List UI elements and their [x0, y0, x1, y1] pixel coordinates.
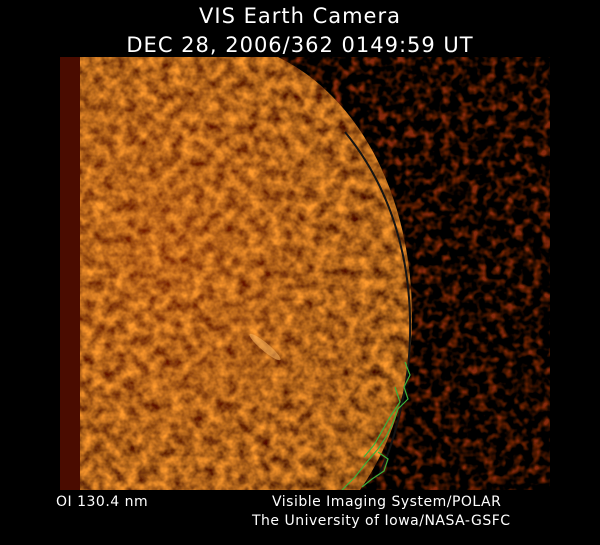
earth-disk [80, 57, 412, 490]
instrument-label: Visible Imaging System/POLAR [272, 494, 502, 510]
institution-label: The University of Iowa/NASA-GSFC [252, 513, 511, 529]
coastline-overlay [341, 361, 411, 490]
camera-title: VIS Earth Camera [199, 4, 401, 28]
wavelength-label: OI 130.4 nm [56, 494, 149, 510]
earth-uv-image [60, 57, 550, 490]
limb-line [344, 131, 412, 478]
observation-timestamp: DEC 28, 2006/362 0149:59 UT [126, 33, 474, 57]
